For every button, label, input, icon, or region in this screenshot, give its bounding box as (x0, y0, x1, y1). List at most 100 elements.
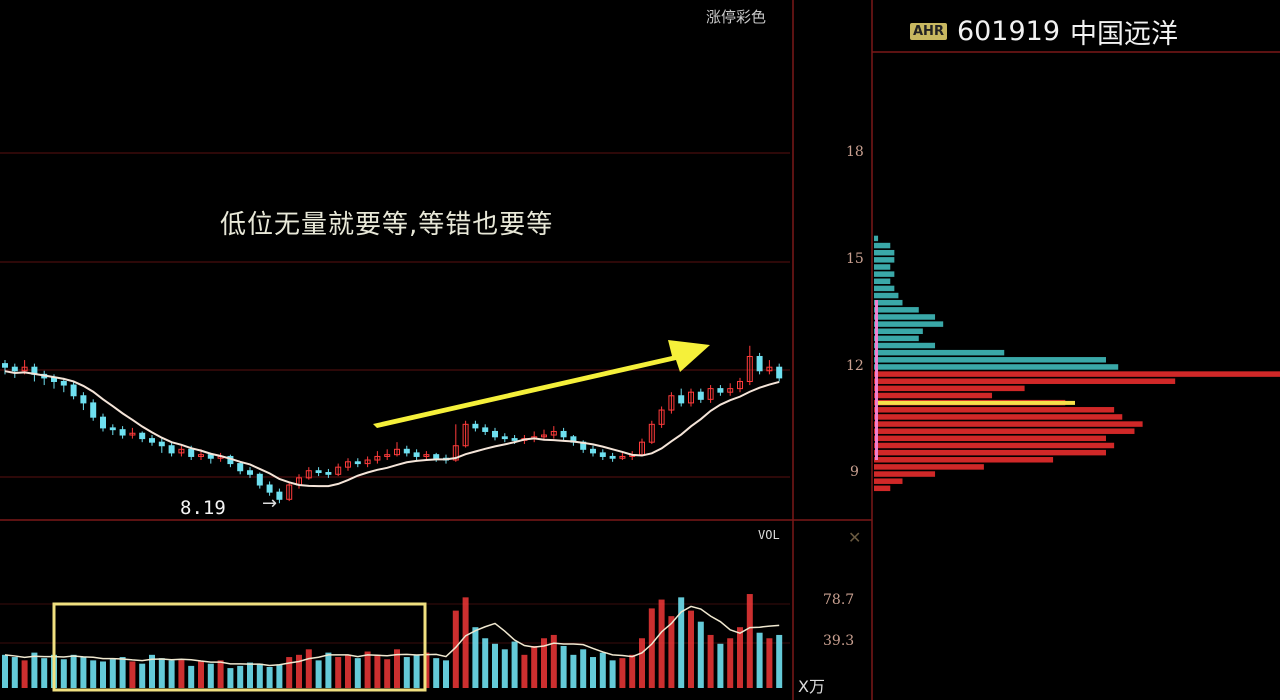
volume-bar (21, 660, 28, 688)
candle-body (178, 448, 185, 454)
candle-body (2, 363, 8, 368)
candle-body (90, 402, 97, 418)
volume-bar (80, 657, 87, 688)
candle-body (325, 472, 332, 475)
volume-bar (521, 654, 528, 688)
profile-bar (874, 257, 895, 263)
candle-body (80, 395, 87, 404)
profile-bar (874, 342, 936, 349)
candle-body (590, 448, 596, 454)
candle-body (472, 423, 479, 429)
color-scheme-label[interactable]: 涨停彩色 (706, 8, 767, 26)
volume-bar (335, 657, 342, 688)
profile-bar (874, 371, 1280, 377)
profile-bar (874, 428, 1135, 434)
candle-body (668, 395, 675, 411)
candle-body (198, 454, 204, 457)
volume-bar (2, 654, 8, 688)
candle-body (550, 430, 557, 436)
candle-body (678, 395, 685, 404)
profile-bar (874, 321, 944, 327)
volume-bar (482, 638, 489, 688)
profile-bar (874, 328, 923, 334)
ahr-badge[interactable]: AHR (910, 23, 947, 40)
volume-bar (462, 597, 469, 688)
candle-body (746, 355, 753, 382)
volume-bar (599, 652, 606, 688)
candle-body (707, 388, 714, 400)
volume-bar (648, 608, 655, 688)
volume-tick: 39.3 (823, 633, 855, 649)
profile-bar (874, 335, 919, 342)
volume-bar (443, 660, 449, 688)
low-price-label: 8.19 (180, 497, 226, 519)
candle-body (433, 454, 440, 459)
annotation-text: 低位无量就要等,等错也要等 (220, 210, 554, 240)
volume-bar (766, 638, 773, 688)
candle-body (207, 454, 214, 459)
volume-label: VOL (758, 528, 780, 542)
profile-bar (874, 249, 895, 256)
profile-bar (874, 314, 936, 320)
volume-bar (168, 660, 175, 688)
volume-bar (580, 649, 587, 688)
volume-bar (688, 610, 694, 688)
low-volume-highlight-box (52, 602, 427, 692)
candle-body (413, 452, 420, 457)
volume-bar (570, 654, 577, 688)
volume-bar (217, 660, 224, 688)
volume-bar (149, 654, 155, 688)
profile-range-marker (875, 300, 878, 460)
candle-body (501, 436, 508, 440)
volume-unit: X万 (798, 677, 825, 696)
volume-bar (737, 627, 743, 688)
candle-body (648, 423, 655, 443)
profile-bar (874, 378, 1176, 384)
profile-bar (874, 421, 1143, 427)
close-indicator-icon[interactable]: ✕ (848, 528, 862, 547)
volume-bar (707, 634, 714, 688)
candle-body (305, 470, 312, 479)
candle-body (541, 434, 547, 438)
profile-bar (874, 449, 1106, 456)
volume-bar (531, 645, 538, 688)
profile-bar (874, 407, 1115, 413)
candle-body (599, 452, 606, 457)
stock-code: 601919 (956, 16, 1061, 47)
candles (2, 345, 783, 504)
candle-body (100, 416, 106, 429)
volume-bar (668, 616, 675, 688)
candle-body (492, 430, 498, 438)
candle-body (315, 470, 322, 474)
candle-body (482, 427, 489, 432)
volume-bar (727, 638, 734, 688)
candle-body (688, 391, 694, 404)
candle-body (658, 409, 665, 425)
candle-body (188, 448, 195, 457)
volume-bar (717, 643, 724, 688)
candle-body (60, 380, 67, 386)
candle-body (139, 432, 146, 440)
volume-average-line (4, 605, 780, 667)
uptrend-arrow (373, 340, 710, 428)
candle-body (129, 432, 136, 436)
volume-bar (639, 638, 645, 688)
volume-bar (550, 634, 557, 688)
profile-bar (874, 435, 1106, 442)
candle-body (697, 391, 704, 400)
candle-body (403, 448, 410, 454)
volume-bar (384, 659, 391, 688)
volume-bar (492, 643, 498, 688)
volume-bar (227, 668, 234, 688)
volume-bar (364, 651, 371, 688)
profile-bar (874, 285, 895, 292)
volume-bar (60, 659, 67, 688)
profile-bar (874, 278, 891, 285)
volume-bar (207, 663, 214, 688)
volume-bar (590, 657, 596, 688)
volume-bar (511, 641, 518, 688)
volume-bar (472, 627, 479, 688)
cost-price-line (875, 400, 1075, 405)
